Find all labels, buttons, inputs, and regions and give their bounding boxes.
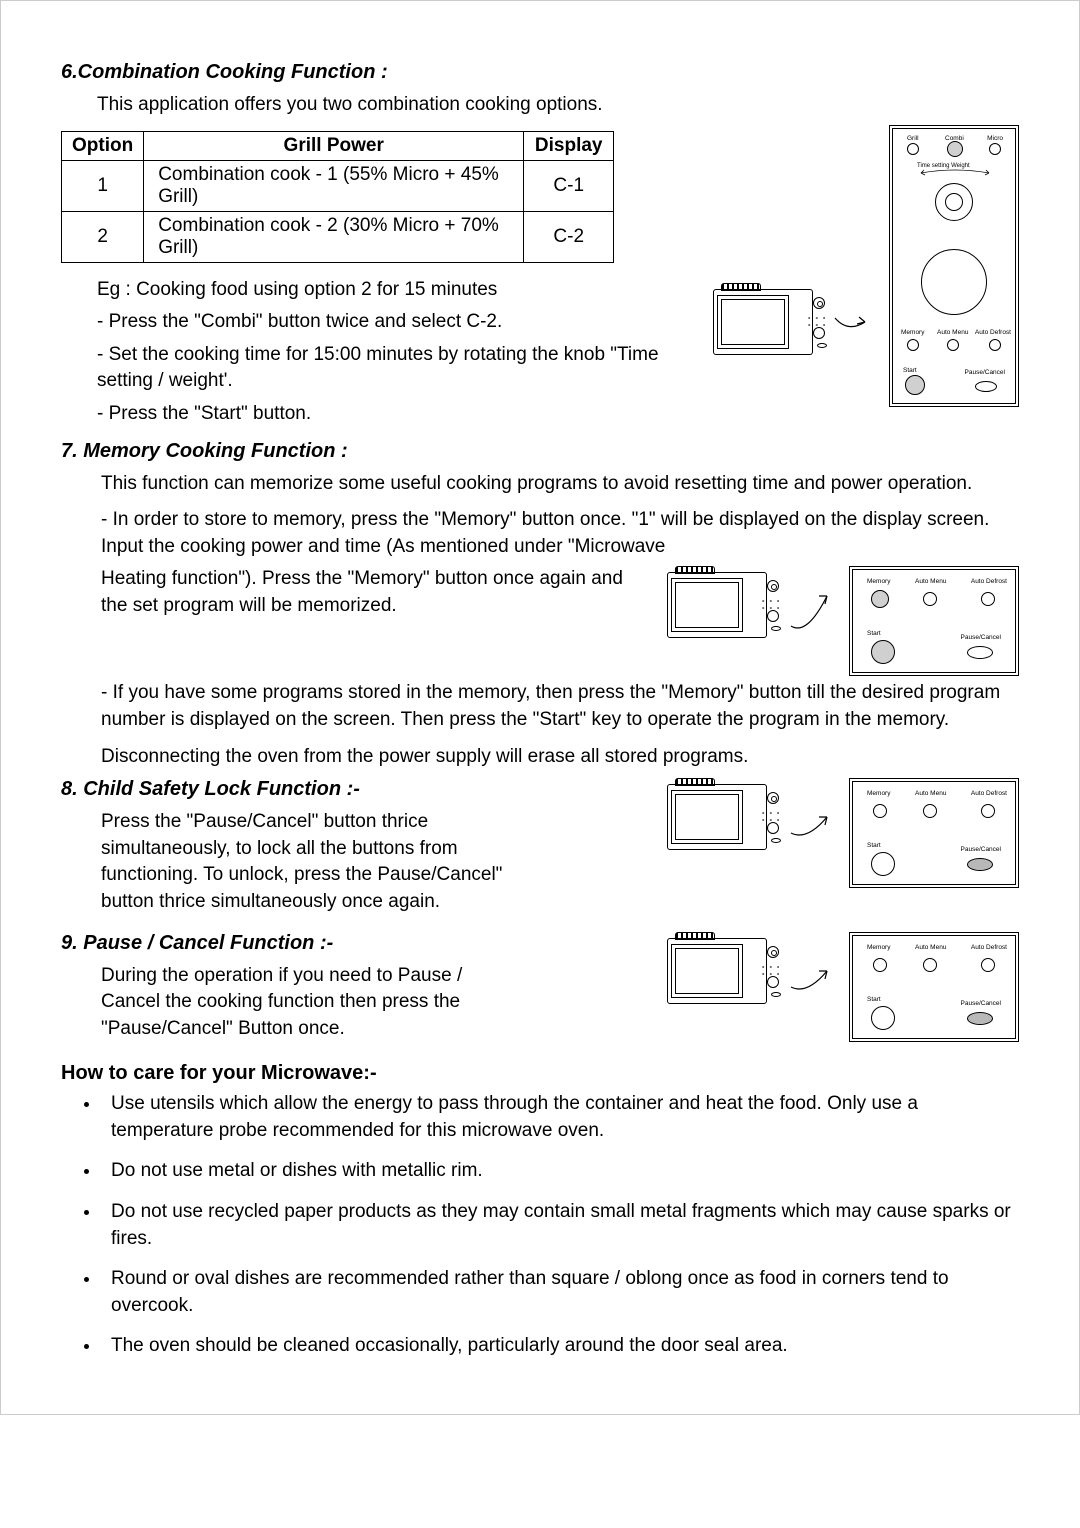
label-auto-defrost: Auto Defrost bbox=[975, 329, 1011, 336]
label-start: Start bbox=[903, 367, 917, 374]
section-9-body: During the operation if you need to Paus… bbox=[101, 963, 521, 1043]
pause-cancel-button[interactable] bbox=[975, 381, 997, 392]
section-7-p1: This function can memorize some useful c… bbox=[101, 471, 1019, 498]
arrow-icon bbox=[833, 308, 873, 338]
label-micro: Micro bbox=[987, 135, 1003, 142]
microwave-illustration: ∘ ∘ ∘∘ ∘ ∘ bbox=[667, 566, 787, 646]
label-start: Start bbox=[867, 842, 881, 849]
label-auto-menu: Auto Menu bbox=[915, 790, 946, 797]
label-pause-cancel: Pause/Cancel bbox=[961, 634, 1001, 641]
pause-cancel-button[interactable] bbox=[967, 858, 993, 871]
section-8-body: Press the "Pause/Cancel" button thrice s… bbox=[101, 809, 521, 915]
care-title: How to care for your Microwave:- bbox=[61, 1062, 1019, 1085]
care-list: Use utensils which allow the energy to p… bbox=[101, 1091, 1019, 1360]
auto-menu-button[interactable] bbox=[923, 958, 937, 972]
list-item: Do not use recycled paper products as th… bbox=[101, 1199, 1019, 1252]
table-row: 2 Combination cook - 2 (30% Micro + 70% … bbox=[62, 211, 614, 262]
auto-defrost-button[interactable] bbox=[989, 339, 1001, 351]
pause-cancel-button[interactable] bbox=[967, 1012, 993, 1025]
microwave-illustration: ∘ ∘ ∘∘ ∘ ∘ bbox=[713, 283, 833, 363]
combi-button[interactable] bbox=[947, 141, 963, 157]
table-header: Display bbox=[524, 131, 614, 160]
section-7-title: 7. Memory Cooking Function : bbox=[61, 440, 1019, 463]
section-6-title: 6.Combination Cooking Function : bbox=[61, 61, 1019, 84]
section-7-p4: Disconnecting the oven from the power su… bbox=[101, 744, 1019, 771]
label-start: Start bbox=[867, 630, 881, 637]
arrow-icon bbox=[787, 576, 833, 636]
label-auto-defrost: Auto Defrost bbox=[971, 578, 1007, 585]
time-knob-inner bbox=[945, 193, 963, 211]
section-9-title: 9. Pause / Cancel Function :- bbox=[61, 932, 651, 955]
label-memory: Memory bbox=[867, 790, 890, 797]
label-memory: Memory bbox=[867, 944, 890, 951]
control-panel-pause: Memory Auto Menu Auto Defrost Start Paus… bbox=[849, 932, 1019, 1042]
section-7-p2b: Heating function"). Press the "Memory" b… bbox=[101, 566, 651, 619]
example-step: - Press the "Combi" button twice and sel… bbox=[97, 309, 697, 336]
label-pause-cancel: Pause/Cancel bbox=[961, 1000, 1001, 1007]
label-memory: Memory bbox=[901, 329, 924, 336]
table-row: 1 Combination cook - 1 (55% Micro + 45% … bbox=[62, 160, 614, 211]
table-header: Option bbox=[62, 131, 144, 160]
list-item: The oven should be cleaned occasionally,… bbox=[101, 1333, 1019, 1360]
control-panel-childlock: Memory Auto Menu Auto Defrost Start Paus… bbox=[849, 778, 1019, 888]
micro-button[interactable] bbox=[989, 143, 1001, 155]
combination-table: Option Grill Power Display 1 Combination… bbox=[61, 131, 614, 263]
section-8-title: 8. Child Safety Lock Function :- bbox=[61, 778, 651, 801]
example-step: - Press the "Start" button. bbox=[97, 401, 697, 428]
memory-button[interactable] bbox=[907, 339, 919, 351]
label-start: Start bbox=[867, 996, 881, 1003]
auto-menu-button[interactable] bbox=[923, 592, 937, 606]
label-pause-cancel: Pause/Cancel bbox=[965, 369, 1005, 376]
arrow-icon bbox=[787, 793, 833, 843]
list-item: Round or oval dishes are recommended rat… bbox=[101, 1266, 1019, 1319]
start-button[interactable] bbox=[871, 852, 895, 876]
main-dial[interactable] bbox=[921, 249, 987, 315]
start-button[interactable] bbox=[905, 375, 925, 395]
memory-button[interactable] bbox=[873, 804, 887, 818]
auto-menu-button[interactable] bbox=[947, 339, 959, 351]
section-6-intro: This application offers you two combinat… bbox=[97, 92, 1019, 119]
label-auto-defrost: Auto Defrost bbox=[971, 944, 1007, 951]
table-header: Grill Power bbox=[144, 131, 524, 160]
label-auto-menu: Auto Menu bbox=[915, 944, 946, 951]
arrow-icon bbox=[787, 947, 833, 997]
control-panel-memory: Memory Auto Menu Auto Defrost Start Paus… bbox=[849, 566, 1019, 676]
auto-defrost-button[interactable] bbox=[981, 958, 995, 972]
label-memory: Memory bbox=[867, 578, 890, 585]
list-item: Use utensils which allow the energy to p… bbox=[101, 1091, 1019, 1144]
memory-button[interactable] bbox=[873, 958, 887, 972]
pause-cancel-button[interactable] bbox=[967, 646, 993, 659]
label-auto-menu: Auto Menu bbox=[937, 329, 968, 336]
control-panel-large: Grill Combi Micro Time setting Weight Me… bbox=[889, 125, 1019, 407]
auto-defrost-button[interactable] bbox=[981, 804, 995, 818]
label-pause-cancel: Pause/Cancel bbox=[961, 846, 1001, 853]
list-item: Do not use metal or dishes with metallic… bbox=[101, 1158, 1019, 1185]
start-button[interactable] bbox=[871, 640, 895, 664]
section-7-p2a: - In order to store to memory, press the… bbox=[101, 507, 1019, 560]
label-grill: Grill bbox=[907, 135, 919, 142]
grill-button[interactable] bbox=[907, 143, 919, 155]
label-auto-menu: Auto Menu bbox=[915, 578, 946, 585]
auto-defrost-button[interactable] bbox=[981, 592, 995, 606]
memory-button[interactable] bbox=[871, 590, 889, 608]
auto-menu-button[interactable] bbox=[923, 804, 937, 818]
example-step: - Set the cooking time for 15:00 minutes… bbox=[97, 342, 697, 395]
start-button[interactable] bbox=[871, 1006, 895, 1030]
label-auto-defrost: Auto Defrost bbox=[971, 790, 1007, 797]
microwave-illustration: ∘ ∘ ∘∘ ∘ ∘ bbox=[667, 932, 787, 1012]
example-heading: Eg : Cooking food using option 2 for 15 … bbox=[97, 277, 697, 304]
microwave-illustration: ∘ ∘ ∘∘ ∘ ∘ bbox=[667, 778, 787, 858]
section-7-p3: - If you have some programs stored in th… bbox=[101, 680, 1019, 733]
